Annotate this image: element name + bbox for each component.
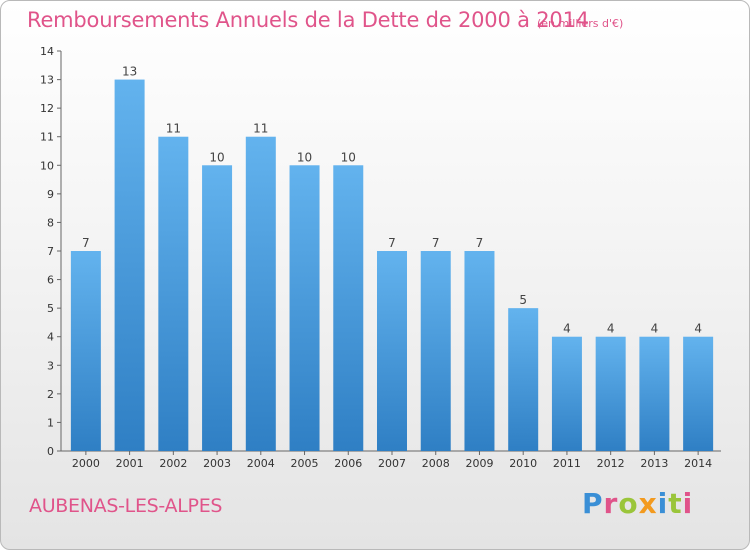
logo-letter: t	[668, 487, 683, 520]
y-tick-label: 10	[40, 159, 54, 172]
y-tick-label: 13	[40, 74, 54, 87]
chart-title: Remboursements Annuels de la Dette de 20…	[27, 8, 589, 32]
bar	[377, 251, 407, 451]
bar	[464, 251, 495, 451]
logo-letter: o	[618, 487, 639, 520]
y-tick-label: 9	[47, 188, 54, 201]
bar	[70, 251, 101, 451]
bar	[333, 165, 364, 452]
data-label: 7	[476, 236, 484, 250]
bar	[245, 136, 276, 451]
logo-letter: x	[638, 487, 658, 520]
commune-name: AUBENAS-LES-ALPES	[29, 495, 223, 517]
y-tick-label: 1	[47, 416, 54, 429]
data-label: 10	[297, 150, 312, 164]
data-label: 7	[432, 236, 440, 250]
data-label: 11	[166, 122, 181, 136]
x-tick-label: 2004	[247, 457, 275, 470]
bar	[508, 308, 539, 451]
data-label: 10	[341, 150, 356, 164]
y-tick-label: 5	[47, 302, 54, 315]
logo-letter: i	[682, 487, 694, 520]
bar	[595, 336, 626, 451]
bar	[114, 79, 145, 452]
y-tick-label: 2	[47, 388, 54, 401]
y-tick-label: 4	[47, 331, 54, 344]
x-tick-label: 2005	[291, 457, 319, 470]
data-label: 7	[388, 236, 396, 250]
data-label: 4	[651, 322, 659, 336]
data-label: 7	[82, 236, 90, 250]
y-tick-label: 6	[47, 274, 54, 287]
x-tick-label: 2010	[509, 457, 537, 470]
bar	[289, 165, 320, 452]
x-tick-label: 2002	[159, 457, 187, 470]
data-label: 4	[694, 322, 702, 336]
x-tick-label: 2007	[378, 457, 406, 470]
x-tick-label: 2001	[116, 457, 144, 470]
y-tick-label: 14	[40, 45, 54, 58]
data-label: 11	[253, 122, 268, 136]
y-tick-label: 3	[47, 359, 54, 372]
y-tick-label: 12	[40, 102, 54, 115]
y-tick-label: 11	[40, 131, 54, 144]
bar	[202, 165, 233, 452]
y-tick-label: 7	[47, 245, 54, 258]
bar	[639, 336, 670, 451]
x-tick-label: 2003	[203, 457, 231, 470]
bar	[551, 336, 582, 451]
data-label: 13	[122, 65, 137, 79]
bar	[683, 336, 714, 451]
logo-letter: P	[582, 487, 604, 520]
y-tick-label: 0	[47, 445, 54, 458]
data-label: 5	[519, 293, 527, 307]
logo-letter: r	[603, 487, 619, 520]
x-tick-label: 2006	[334, 457, 362, 470]
y-tick-label: 8	[47, 216, 54, 229]
x-tick-label: 2013	[640, 457, 668, 470]
x-tick-label: 2014	[684, 457, 712, 470]
x-tick-label: 2000	[72, 457, 100, 470]
x-tick-label: 2012	[597, 457, 625, 470]
x-tick-label: 2011	[553, 457, 581, 470]
x-tick-label: 2009	[465, 457, 493, 470]
bar	[158, 136, 189, 451]
data-label: 4	[607, 322, 615, 336]
x-tick-label: 2008	[422, 457, 450, 470]
proxiti-logo: Proxiti	[582, 487, 693, 520]
logo-letter: i	[657, 487, 669, 520]
bar	[420, 251, 451, 451]
data-label: 10	[209, 150, 224, 164]
data-label: 4	[563, 322, 571, 336]
chart-subtitle: (en milliers d'€)	[537, 17, 624, 30]
